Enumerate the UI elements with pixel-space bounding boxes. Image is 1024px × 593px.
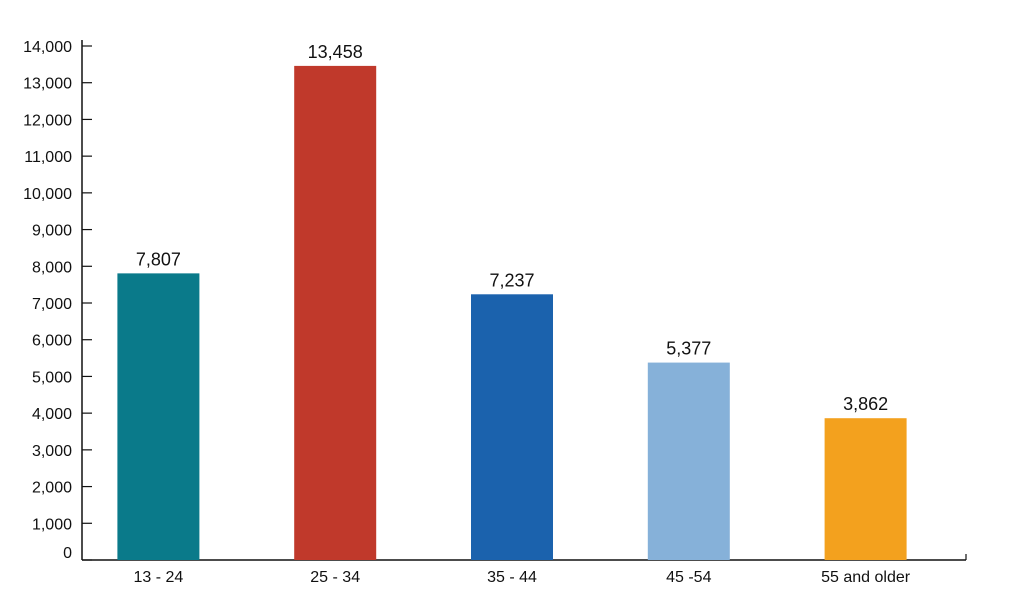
y-tick-label: 7,000 xyxy=(32,296,72,313)
category-label: 13 - 24 xyxy=(133,569,183,586)
y-tick-label: 6,000 xyxy=(32,333,72,350)
bar-value-label: 7,807 xyxy=(136,249,181,269)
y-tick-label: 4,000 xyxy=(32,406,72,423)
bar-value-label: 7,237 xyxy=(489,270,534,290)
bar xyxy=(471,294,553,560)
category-label: 25 - 34 xyxy=(310,569,360,586)
bars xyxy=(117,65,907,560)
y-tick-label: 13,000 xyxy=(23,76,72,93)
y-tick-label: 2,000 xyxy=(32,480,72,497)
bar-value-label: 5,377 xyxy=(666,339,711,359)
bar-value-label: 13,458 xyxy=(308,42,363,62)
category-label: 55 and older xyxy=(821,569,911,586)
y-tick-label: 3,000 xyxy=(32,443,72,460)
y-axis: 0 1,000 2,000 3,000 4,000 5,000 6,000 7,000 8,00… xyxy=(23,39,92,562)
category-label: 35 - 44 xyxy=(487,569,537,586)
y-tick-label: 10,000 xyxy=(23,186,72,203)
bar xyxy=(824,418,907,560)
y-tick-label: 1,000 xyxy=(32,516,72,533)
y-tick-label: 8,000 xyxy=(32,259,72,276)
bar-value-label: 3,862 xyxy=(843,394,888,414)
bar xyxy=(117,273,200,560)
y-tick-label: 0 xyxy=(63,545,72,562)
category-label: 45 -54 xyxy=(666,569,711,586)
y-tick-label: 11,000 xyxy=(24,149,72,166)
y-tick-label: 14,000 xyxy=(23,39,72,56)
bar xyxy=(294,65,377,560)
y-tick-label: 5,000 xyxy=(32,369,72,386)
bar xyxy=(647,362,730,560)
value-labels: 7,807 13,458 7,237 5,377 3,862 xyxy=(136,42,888,414)
category-labels: 13 - 24 25 - 34 35 - 44 45 -54 55 and older xyxy=(133,569,910,586)
y-tick-label: 9,000 xyxy=(32,223,72,240)
y-tick-label: 12,000 xyxy=(23,112,72,129)
